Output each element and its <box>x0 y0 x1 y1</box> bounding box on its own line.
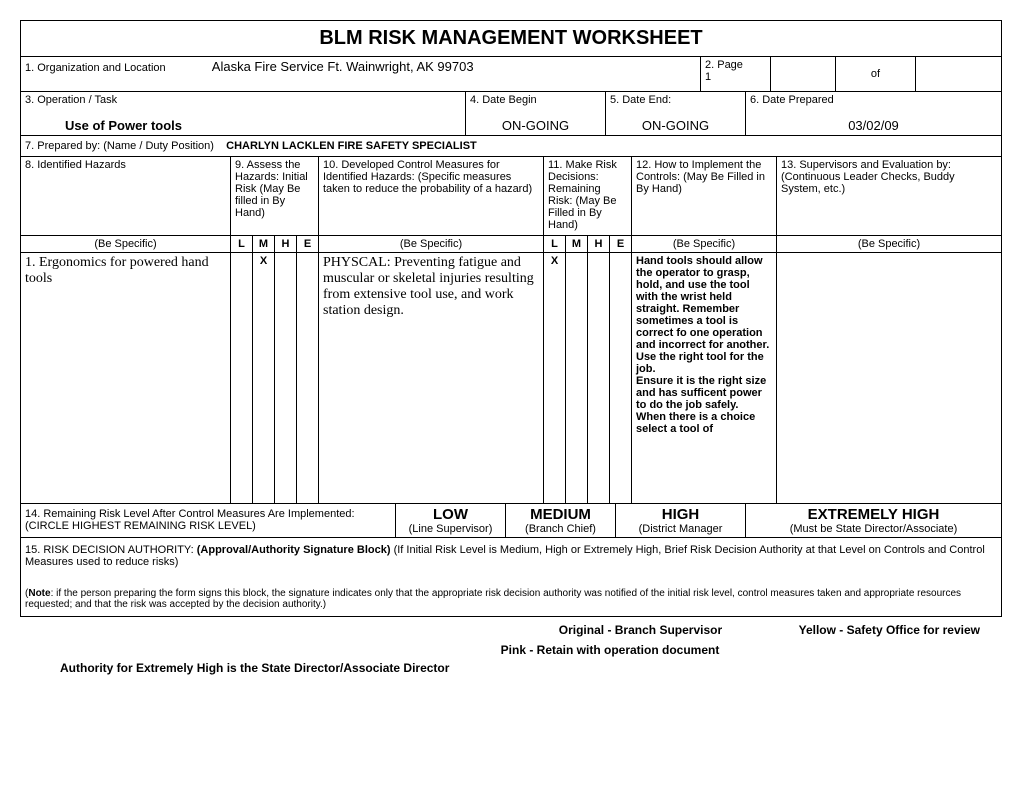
remain-1-H <box>588 253 610 503</box>
risk-low-sub: (Line Supervisor) <box>400 523 501 535</box>
col-L-1: L <box>231 236 253 252</box>
hazard-1-E <box>297 253 319 503</box>
field-15-block: (Approval/Authority Signature Block) <box>197 544 391 556</box>
risk-high: HIGH <box>620 506 741 523</box>
risk-extreme-sub: (Must be State Director/Associate) <box>750 523 997 535</box>
col-H-2: H <box>588 236 610 252</box>
row-prepared-by: 7. Prepared by: (Name / Duty Position) C… <box>21 136 1001 157</box>
field-5-label: 5. Date End: <box>610 94 741 106</box>
field-5-value: ON-GOING <box>610 118 741 133</box>
field-15-label: 15. RISK DECISION AUTHORITY: <box>25 544 197 556</box>
note-label: Note <box>28 588 50 599</box>
row-hazard-headers: 8. Identified Hazards 9. Assess the Haza… <box>21 157 1001 236</box>
footer-copies-2: Pink - Retain with operation document <box>20 643 1000 657</box>
be-specific-2: (Be Specific) <box>319 236 544 252</box>
row-14-risk-levels: 14. Remaining Risk Level After Control M… <box>21 504 1001 538</box>
risk-medium: MEDIUM <box>510 506 611 523</box>
footer-authority: Authority for Extremely High is the Stat… <box>20 661 1000 675</box>
risk-high-sub: (District Manager <box>620 523 741 535</box>
hazard-1-M: X <box>253 253 275 503</box>
row-operation-dates: 3. Operation / Task Use of Power tools 4… <box>21 92 1001 136</box>
field-7-value: CHARLYN LACKLEN FIRE SAFETY SPECIALIST <box>226 140 477 152</box>
row-lmhe-header: (Be Specific) L M H E (Be Specific) L M … <box>21 236 1001 253</box>
col-E-2: E <box>610 236 632 252</box>
field-3-label: 3. Operation / Task <box>25 94 461 106</box>
remain-1-E <box>610 253 632 503</box>
col-11-header: 11. Make Risk Decisions: Remaining Risk:… <box>544 157 632 235</box>
hazard-1-L <box>231 253 253 503</box>
field-6-label: 6. Date Prepared <box>750 94 997 106</box>
field-3-value: Use of Power tools <box>25 118 461 133</box>
field-1-value: Alaska Fire Service Ft. Wainwright, AK 9… <box>212 59 474 74</box>
field-4-value: ON-GOING <box>470 118 601 133</box>
field-4-label: 4. Date Begin <box>470 94 601 106</box>
control-1-text: PHYSCAL: Preventing fatigue and muscular… <box>319 253 544 503</box>
field-2-label: 2. Page <box>705 59 766 71</box>
page-of: of <box>836 57 916 91</box>
page-title: BLM RISK MANAGEMENT WORKSHEET <box>21 21 1001 57</box>
row-org-page: 1. Organization and Location Alaska Fire… <box>21 57 1001 92</box>
be-specific-3: (Be Specific) <box>632 236 777 252</box>
be-specific-4: (Be Specific) <box>777 236 1001 252</box>
risk-medium-sub: (Branch Chief) <box>510 523 611 535</box>
col-H-1: H <box>275 236 297 252</box>
field-1-label: 1. Organization and Location <box>25 62 166 74</box>
implement-1-text: Hand tools should allow the operator to … <box>632 253 777 503</box>
col-12-header: 12. How to Implement the Controls: (May … <box>632 157 777 235</box>
supervise-1 <box>777 253 1001 503</box>
footer-copies-1: Original - Branch Supervisor Yellow - Sa… <box>20 623 1000 637</box>
remain-1-L: X <box>544 253 566 503</box>
hazard-row-1: 1. Ergonomics for powered hand tools X P… <box>21 253 1001 504</box>
col-8-header: 8. Identified Hazards <box>21 157 231 235</box>
note-text: : if the person preparing the form signs… <box>25 588 961 610</box>
field-14-label: 14. Remaining Risk Level After Control M… <box>21 504 396 537</box>
risk-low: LOW <box>400 506 501 523</box>
field-2-value: 1 <box>705 71 766 83</box>
hazard-1-text: 1. Ergonomics for powered hand tools <box>21 253 231 503</box>
worksheet: BLM RISK MANAGEMENT WORKSHEET 1. Organiz… <box>20 20 1002 617</box>
hazard-1-H <box>275 253 297 503</box>
col-M-1: M <box>253 236 275 252</box>
col-10-header: 10. Developed Control Measures for Ident… <box>319 157 544 235</box>
col-E-1: E <box>297 236 319 252</box>
col-13-header: 13. Supervisors and Evaluation by: (Cont… <box>777 157 1001 235</box>
col-M-2: M <box>566 236 588 252</box>
col-L-2: L <box>544 236 566 252</box>
field-7-label: 7. Prepared by: (Name / Duty Position) <box>25 140 214 152</box>
be-specific-1: (Be Specific) <box>21 236 231 252</box>
row-15-authority: 15. RISK DECISION AUTHORITY: (Approval/A… <box>21 538 1001 616</box>
risk-extreme: EXTREMELY HIGH <box>750 506 997 523</box>
remain-1-M <box>566 253 588 503</box>
col-9-header: 9. Assess the Hazards: Initial Risk (May… <box>231 157 319 235</box>
field-6-value: 03/02/09 <box>750 118 997 133</box>
